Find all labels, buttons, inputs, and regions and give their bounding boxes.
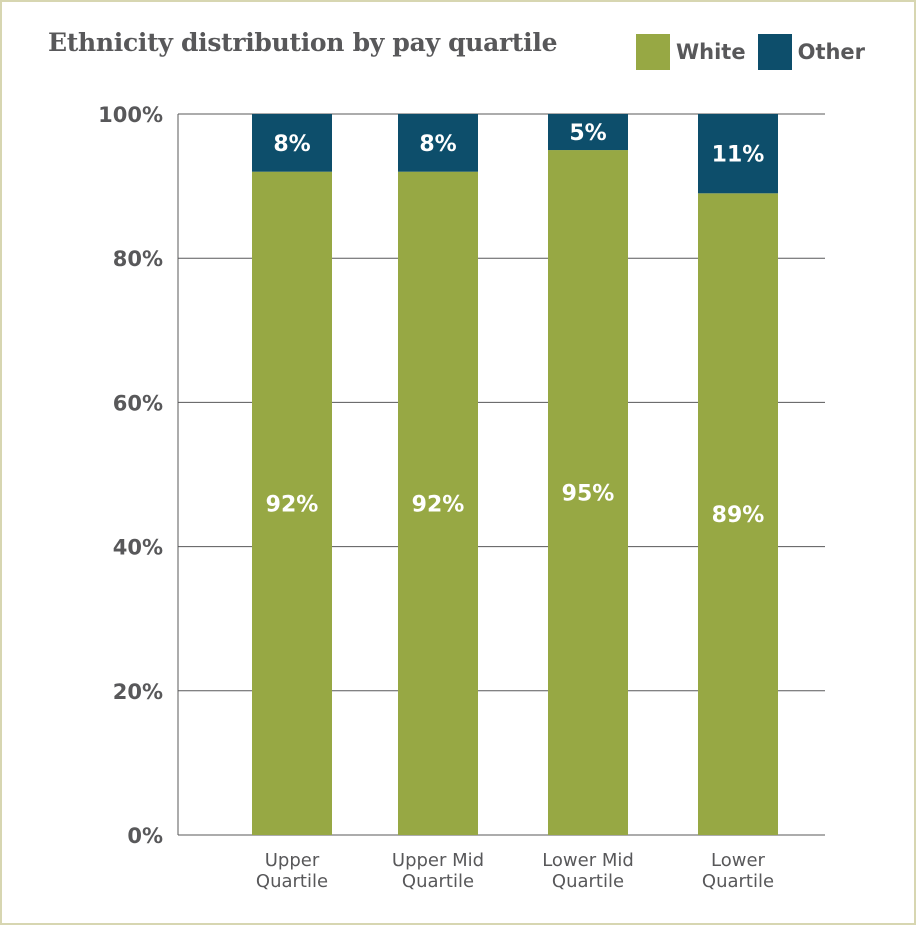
- category-label: Quartile: [702, 871, 774, 892]
- bar-other: [398, 114, 478, 172]
- legend-item-white: White: [636, 34, 746, 70]
- legend-swatch-other: [757, 34, 792, 70]
- chart-title: Ethnicity distribution by pay quartile: [48, 28, 558, 57]
- data-label-white: 92%: [266, 492, 319, 517]
- bar-white: [398, 171, 478, 835]
- bar-other: [698, 114, 778, 194]
- bar-other: [548, 114, 628, 151]
- legend-label-other: Other: [797, 40, 866, 64]
- category-label: Quartile: [552, 871, 624, 892]
- data-label-other: 11%: [712, 143, 765, 168]
- data-label-other: 8%: [419, 132, 456, 157]
- legend-item-other: Other: [757, 34, 866, 70]
- y-tick-label: 60%: [113, 391, 163, 415]
- bar-white: [698, 193, 778, 835]
- data-label-white: 92%: [412, 492, 465, 517]
- y-tick-label: 40%: [113, 536, 163, 560]
- category-label: Lower: [711, 850, 766, 871]
- category-label: Quartile: [402, 871, 474, 892]
- bar-other: [252, 114, 332, 172]
- y-tick-label: 0%: [127, 824, 163, 848]
- data-label-white: 89%: [712, 503, 765, 528]
- data-label-white: 95%: [562, 482, 615, 507]
- category-label: Upper: [265, 850, 320, 871]
- legend-swatch-white: [636, 34, 670, 70]
- category-label: Quartile: [256, 871, 328, 892]
- y-tick-label: 80%: [113, 247, 163, 271]
- y-tick-label: 20%: [113, 680, 163, 704]
- bar-white: [548, 150, 628, 836]
- data-label-other: 5%: [569, 121, 606, 146]
- category-label: Lower Mid: [542, 850, 634, 871]
- bar-white: [252, 171, 332, 835]
- chart-legend: White Other: [636, 34, 877, 70]
- category-label: Upper Mid: [392, 850, 484, 871]
- legend-label-white: White: [676, 40, 746, 64]
- data-label-other: 8%: [273, 132, 310, 157]
- y-tick-label: 100%: [98, 103, 163, 127]
